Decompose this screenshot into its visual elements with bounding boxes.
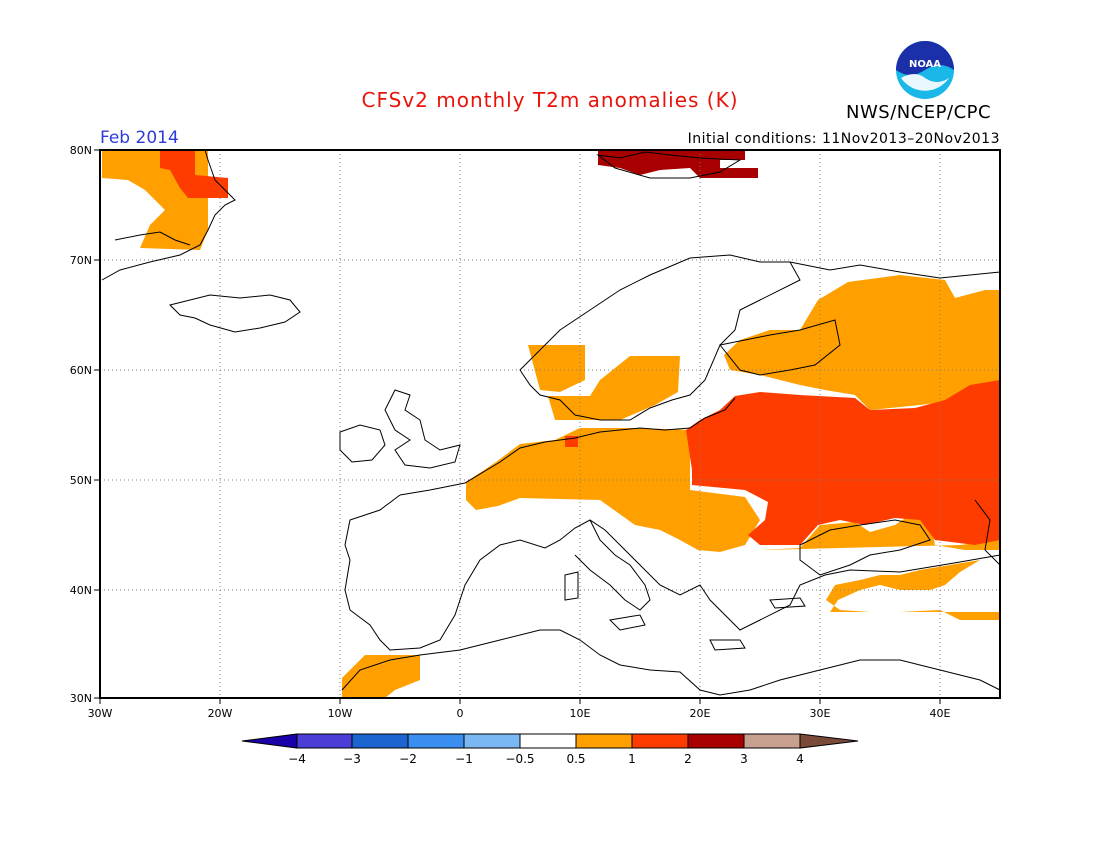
noaa-logo: NOAA <box>896 41 954 99</box>
lat-label: 50N <box>70 474 92 487</box>
colorbar-label: 0.5 <box>566 752 586 766</box>
lon-label: 10W <box>328 707 353 720</box>
map-frame <box>99 149 1001 699</box>
latitude-labels: 80N 70N 60N 50N 40N 30N <box>70 144 92 705</box>
colorbar-swatch <box>463 733 521 749</box>
colorbar-label: −4 <box>288 752 306 766</box>
lon-label: 30W <box>88 707 113 720</box>
colorbar-swatch <box>519 733 577 749</box>
colorbar-swatch <box>407 733 465 749</box>
gridlines <box>100 150 1000 698</box>
lon-label: 20E <box>690 707 711 720</box>
forecast-month: Feb 2014 <box>100 128 179 148</box>
lat-label: 70N <box>70 254 92 267</box>
lat-label: 30N <box>70 692 92 705</box>
lon-label: 30E <box>810 707 831 720</box>
lon-label: 0 <box>457 707 464 720</box>
axis-ticks <box>94 149 941 704</box>
noaa-logo-text: NOAA <box>909 59 941 70</box>
colorbar-swatch <box>296 733 353 749</box>
lat-label: 40N <box>70 584 92 597</box>
lat-label: 60N <box>70 364 92 377</box>
colorbar-label: 4 <box>796 752 804 766</box>
colorbar-label: −2 <box>399 752 417 766</box>
colorbar-swatch <box>743 733 801 749</box>
colorbar <box>241 733 859 749</box>
lat-label: 80N <box>70 144 92 157</box>
colorbar-swatch <box>799 733 859 749</box>
initial-conditions: Initial conditions: 11Nov2013–20Nov2013 <box>687 131 1000 147</box>
colorbar-label: 3 <box>740 752 748 766</box>
colorbar-swatch <box>575 733 633 749</box>
colorbar-label: −1 <box>455 752 473 766</box>
colorbar-label: 2 <box>684 752 692 766</box>
coastlines <box>101 149 1001 696</box>
colorbar-label: −0.5 <box>505 752 535 766</box>
lon-label: 20W <box>208 707 233 720</box>
organization-label: NWS/NCEP/CPC <box>846 102 992 123</box>
colorbar-label: −3 <box>343 752 361 766</box>
colorbar-swatch <box>631 733 689 749</box>
longitude-labels: 30W 20W 10W 0 10E 20E 30E 40E <box>88 707 951 720</box>
colorbar-label: 1 <box>628 752 636 766</box>
lon-label: 10E <box>570 707 591 720</box>
colorbar-swatch <box>687 733 745 749</box>
anomaly-2-3 <box>598 150 758 178</box>
colorbar-swatch <box>241 733 298 749</box>
colorbar-swatch <box>351 733 409 749</box>
lon-label: 40E <box>930 707 951 720</box>
map-title: CFSv2 monthly T2m anomalies (K) <box>361 88 739 112</box>
